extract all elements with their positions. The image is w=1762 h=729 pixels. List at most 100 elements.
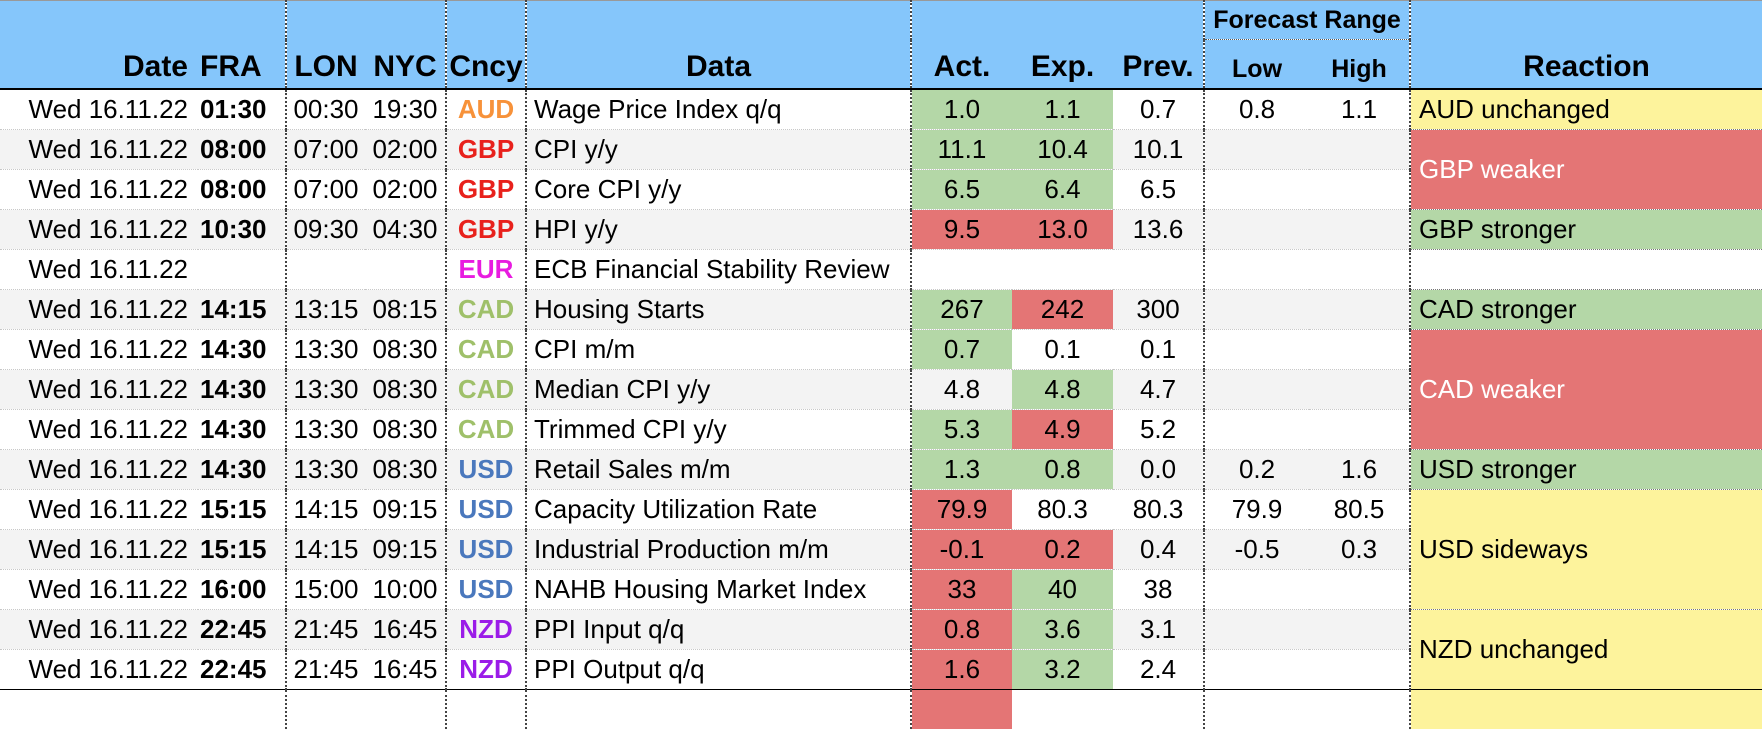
cell-forecast-high <box>1309 649 1412 690</box>
cell-forecast-high: 1.6 <box>1309 449 1412 490</box>
cell-expected: 6.4 <box>1012 169 1113 210</box>
cell-expected: 242 <box>1012 289 1113 330</box>
cell-currency: EUR <box>446 249 527 290</box>
cell-lon: 07:00 <box>286 169 365 210</box>
cell-nyc: 08:15 <box>365 289 447 330</box>
cell-forecast-low <box>1204 569 1310 610</box>
cell-currency: GBP <box>446 169 527 210</box>
table-row: Wed 16.11.22 16:00 15:00 10:00 USD NAHB Housi… <box>0 569 1762 610</box>
cell-forecast-low <box>1204 649 1310 690</box>
cell-fra: 22:45 <box>198 649 287 690</box>
column-header-fra: FRA <box>198 39 287 90</box>
cell-date: Wed 16.11.22 <box>0 209 198 250</box>
cell-lon: 14:15 <box>286 529 365 570</box>
strip-cell <box>0 688 198 729</box>
cell-nyc: 09:15 <box>365 529 447 570</box>
cell-data: Industrial Production m/m <box>526 529 912 570</box>
reaction-cell: GBP stronger <box>1410 209 1762 250</box>
cell-previous: 6.5 <box>1113 169 1206 210</box>
strip-cell <box>911 688 1012 729</box>
table-row: Wed 16.11.22 14:30 13:30 08:30 CAD Trimmed CP… <box>0 409 1762 450</box>
cell-currency: GBP <box>446 129 527 170</box>
cell-forecast-high <box>1309 129 1412 170</box>
cell-currency: CAD <box>446 369 527 410</box>
cell-fra: 10:30 <box>198 209 287 250</box>
cell-lon: 09:30 <box>286 209 365 250</box>
cell-expected: 0.1 <box>1012 329 1113 370</box>
table-row: Wed 16.11.22 14:15 13:15 08:15 CAD Housing St… <box>0 289 1762 330</box>
strip-cell <box>1309 688 1412 729</box>
cell-currency: CAD <box>446 329 527 370</box>
table-row: Wed 16.11.22 14:30 13:30 08:30 CAD CPI m/m 0.7… <box>0 329 1762 450</box>
cell-data: Capacity Utilization Rate <box>526 489 912 530</box>
header-spacer-ccy <box>446 0 527 40</box>
cell-data: PPI Input q/q <box>526 609 912 650</box>
cell-date: Wed 16.11.22 <box>0 409 198 450</box>
header-spacer-values <box>911 0 1205 40</box>
cell-fra: 01:30 <box>198 89 287 130</box>
cell-forecast-low <box>1204 169 1310 210</box>
cell-currency: USD <box>446 569 527 610</box>
cell-data: Housing Starts <box>526 289 912 330</box>
cell-actual: 5.3 <box>911 409 1012 450</box>
reaction-cell: USD sideways <box>1410 489 1762 610</box>
cell-data: Trimmed CPI y/y <box>526 409 912 450</box>
cell-fra: 16:00 <box>198 569 287 610</box>
table-row: Wed 16.11.22 22:45 21:45 16:45 NZD PPI Output… <box>0 649 1762 690</box>
cell-data: CPI y/y <box>526 129 912 170</box>
table-row: Wed 16.11.22 08:00 07:00 02:00 GBP Core CPI y… <box>0 169 1762 210</box>
cell-actual: 1.0 <box>911 89 1012 130</box>
header-spacer-date <box>0 0 286 40</box>
table-row: Wed 16.11.22 14:30 13:30 08:30 CAD Median CPI… <box>0 369 1762 410</box>
cell-fra: 22:45 <box>198 609 287 650</box>
reaction-cell: AUD unchanged <box>1410 89 1762 130</box>
cell-data: ECB Financial Stability Review <box>526 249 912 290</box>
cell-date: Wed 16.11.22 <box>0 289 198 330</box>
cell-lon: 21:45 <box>286 649 365 690</box>
cell-currency: USD <box>446 529 527 570</box>
cell-actual: 79.9 <box>911 489 1012 530</box>
calendar-rows: Wed 16.11.22 01:30 00:30 19:30 AUD Wage Price… <box>0 89 1762 729</box>
column-header-low: Low <box>1204 39 1310 90</box>
strip-cell <box>526 688 912 729</box>
cell-nyc: 16:45 <box>365 649 447 690</box>
cell-nyc: 19:30 <box>365 89 447 130</box>
cell-data: HPI y/y <box>526 209 912 250</box>
cell-actual: 4.8 <box>911 369 1012 410</box>
cell-fra <box>198 249 287 290</box>
cell-expected: 80.3 <box>1012 489 1113 530</box>
cell-date: Wed 16.11.22 <box>0 369 198 410</box>
cell-lon: 21:45 <box>286 609 365 650</box>
column-header-high: High <box>1309 39 1412 90</box>
cell-expected: 4.9 <box>1012 409 1113 450</box>
cell-expected: 3.2 <box>1012 649 1113 690</box>
reaction-cell: CAD weaker <box>1410 329 1762 450</box>
strip-cell <box>446 688 527 729</box>
cell-lon: 14:15 <box>286 489 365 530</box>
cell-date: Wed 16.11.22 <box>0 329 198 370</box>
column-header-reaction: Reaction <box>1410 39 1762 90</box>
cell-actual: 1.3 <box>911 449 1012 490</box>
cell-forecast-high <box>1309 289 1412 330</box>
cell-currency: USD <box>446 489 527 530</box>
cell-expected: 3.6 <box>1012 609 1113 650</box>
reaction-cell: NZD unchanged <box>1410 609 1762 690</box>
cell-previous: 13.6 <box>1113 209 1206 250</box>
cell-nyc: 09:15 <box>365 489 447 530</box>
cell-lon: 15:00 <box>286 569 365 610</box>
cell-nyc <box>365 249 447 290</box>
cell-date: Wed 16.11.22 <box>0 569 198 610</box>
column-header-data: Data <box>526 39 912 90</box>
cell-previous: 4.7 <box>1113 369 1206 410</box>
cell-fra: 14:15 <box>198 289 287 330</box>
cell-date: Wed 16.11.22 <box>0 489 198 530</box>
column-header-actual: Act. <box>911 39 1012 90</box>
cell-forecast-low <box>1204 329 1310 370</box>
cell-forecast-low <box>1204 609 1310 650</box>
cell-nyc: 02:00 <box>365 169 447 210</box>
cell-expected: 40 <box>1012 569 1113 610</box>
cell-fra: 08:00 <box>198 169 287 210</box>
cell-forecast-low <box>1204 409 1310 450</box>
cell-nyc: 02:00 <box>365 129 447 170</box>
header-spacer-times <box>285 0 447 40</box>
